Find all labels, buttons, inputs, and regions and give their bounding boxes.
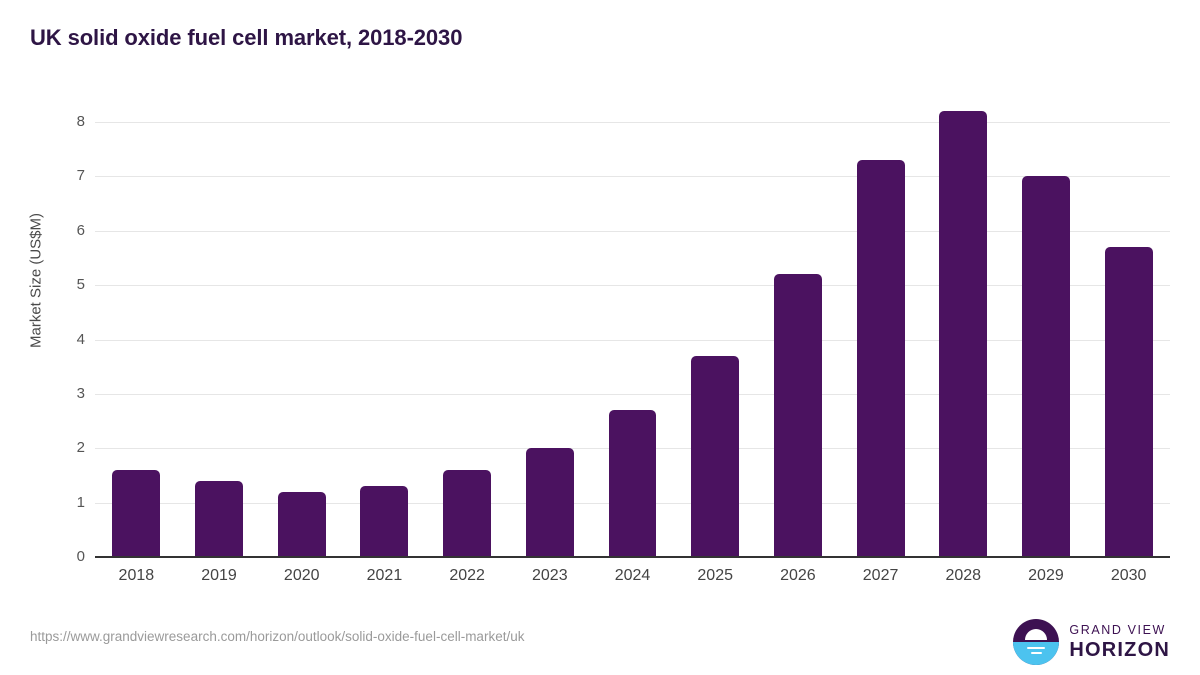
x-axis-tick-label: 2028 <box>945 567 982 584</box>
y-axis-tick-label: 3 <box>76 384 85 402</box>
gridline <box>95 122 1170 123</box>
gridline <box>95 339 1170 341</box>
x-axis-tick-label: 2018 <box>118 567 155 584</box>
bar-2029[interactable] <box>1021 176 1070 557</box>
bar-2020[interactable] <box>277 491 326 557</box>
gridline <box>95 393 1170 395</box>
x-axis-tick-label: 2021 <box>366 567 403 584</box>
gridline <box>95 285 1170 287</box>
logo-line-2: HORIZON <box>1069 638 1170 661</box>
x-axis-tick-label: 2020 <box>283 567 320 584</box>
y-axis-tick-label: 5 <box>76 276 85 294</box>
bar-2025[interactable] <box>691 355 740 557</box>
bar-2018[interactable] <box>112 470 161 557</box>
x-axis-tick-label: 2027 <box>862 567 899 584</box>
logo-sun-shape <box>1025 629 1048 641</box>
x-axis-tick-label: 2023 <box>532 567 568 584</box>
y-axis-tick-label: 7 <box>76 167 85 185</box>
bar-2023[interactable] <box>525 448 574 557</box>
gridline <box>95 230 1170 232</box>
y-axis-tick-label: 2 <box>76 439 85 457</box>
y-axis-tick-label: 8 <box>76 113 85 130</box>
bar-2021[interactable] <box>360 486 409 557</box>
page-title: UK solid oxide fuel cell market, 2018-20… <box>30 25 463 50</box>
logo-line-1: GRAND VIEW <box>1069 623 1166 638</box>
y-axis-tick-label: 1 <box>76 493 85 511</box>
gridline <box>95 176 1170 178</box>
grid-and-bars <box>95 111 1170 557</box>
x-axis-tick-label: 2022 <box>449 567 485 584</box>
source-url[interactable]: https://www.grandviewresearch.com/horizo… <box>30 629 525 644</box>
bar-2019[interactable] <box>195 480 243 557</box>
bar-2024[interactable] <box>608 410 657 557</box>
logo-ray-1 <box>1027 646 1046 650</box>
x-axis-tick-label: 2029 <box>1028 567 1064 584</box>
bar-2022[interactable] <box>443 470 492 557</box>
x-axis-tick-label: 2024 <box>614 567 651 584</box>
brand-logo[interactable]: GRAND VIEW HORIZON <box>1013 618 1170 666</box>
y-axis-tick-label: 0 <box>76 548 85 565</box>
bar-2028[interactable] <box>939 111 988 557</box>
x-axis-tick-label: 2019 <box>201 567 237 584</box>
x-axis-line <box>95 556 1170 558</box>
bar-2026[interactable] <box>773 274 822 557</box>
logo-ray-2 <box>1030 651 1042 655</box>
bar-2027[interactable] <box>856 160 905 557</box>
y-axis-tick-label: 6 <box>76 221 85 239</box>
bar-2030[interactable] <box>1104 247 1153 557</box>
x-axis-tick-label: 2025 <box>697 567 733 584</box>
y-axis-tick-label: 4 <box>76 330 85 348</box>
sunrise-circle-icon <box>1013 619 1060 665</box>
x-axis-tick-label: 2030 <box>1110 567 1147 584</box>
logo-text: GRAND VIEW HORIZON <box>1069 624 1170 660</box>
x-axis-tick-label: 2026 <box>780 567 816 584</box>
